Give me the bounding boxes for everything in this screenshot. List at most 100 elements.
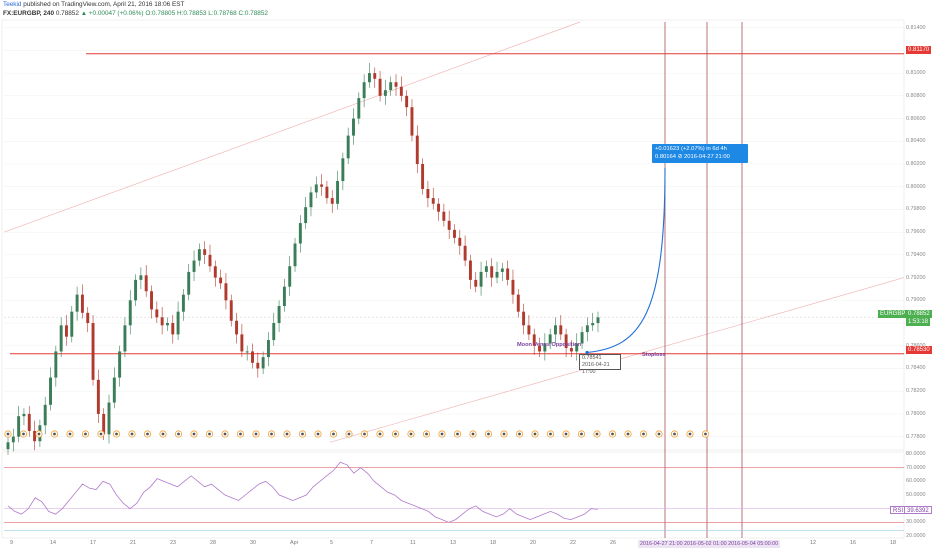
candle-body — [463, 245, 467, 261]
event-marker-dot — [626, 432, 630, 436]
event-marker-dot — [146, 432, 149, 436]
measure-change: +0.01623 (+2.07%) in 6d 4h — [655, 146, 727, 152]
candle-body — [266, 340, 270, 358]
candle-body — [91, 323, 95, 380]
rsi-value-tag: 39.6392 — [904, 506, 932, 514]
candle-body — [453, 229, 456, 238]
measure-label[interactable]: +0.01623 (+2.07%) in 6d 4h 0.80164 ⊘ 201… — [652, 144, 748, 163]
event-marker-dot — [37, 432, 41, 436]
candle-body — [341, 158, 345, 182]
candle-body — [511, 279, 515, 295]
event-marker-dot — [208, 432, 211, 436]
candle-body — [293, 243, 297, 267]
last-price: 0.78852 — [55, 10, 79, 17]
candle-body — [229, 300, 233, 321]
price-tick-label: 0.80400 — [906, 138, 926, 145]
candle-body — [468, 260, 472, 280]
author-link[interactable]: Teekid — [3, 1, 22, 8]
candle-body — [181, 294, 185, 312]
chart-header: Teekid published on TradingView.com, Apr… — [0, 0, 932, 20]
event-marker-dot — [99, 432, 103, 436]
candle-body — [86, 312, 90, 324]
low-price: 0.78541 — [582, 355, 602, 361]
candle-body — [22, 413, 26, 417]
candle-body — [431, 198, 435, 204]
price-tick-label: 0.80200 — [906, 161, 926, 167]
event-marker-dot — [270, 432, 273, 436]
candle-body — [213, 266, 217, 278]
event-marker-dot — [301, 432, 304, 436]
candle-body — [479, 271, 483, 287]
candle-body — [192, 260, 196, 272]
event-marker-dot — [595, 432, 599, 436]
event-marker-dot — [53, 432, 56, 436]
stoploss-annotation[interactable]: Stoploss — [642, 352, 666, 358]
candle-body — [378, 78, 382, 96]
candle-body — [357, 98, 361, 119]
event-marker-dot — [673, 432, 676, 436]
event-annotation[interactable]: Moon Venus Opposition — [517, 342, 582, 348]
candle-body — [314, 184, 318, 193]
candle-body — [554, 325, 557, 335]
price-tick-label: 0.80800 — [906, 92, 926, 99]
candle-body — [96, 379, 100, 414]
rsi-tick-label: 30.0000 — [906, 519, 926, 526]
candle-body — [219, 277, 223, 284]
candle-body — [367, 73, 371, 83]
candle-body — [261, 357, 265, 369]
candle-body — [144, 275, 148, 292]
price-tick-label: 0.79800 — [906, 206, 926, 213]
candle-body — [580, 332, 584, 344]
time-tick-label: Apr — [290, 540, 299, 546]
candle-body — [298, 223, 302, 244]
time-tick-label: 20 — [530, 540, 536, 546]
candle-body — [399, 86, 403, 96]
time-tick-label: 12 — [810, 540, 816, 546]
time-tick-label: 16 — [850, 540, 856, 546]
resistance-price-tag: 0.81170 — [906, 46, 932, 54]
event-marker-dot — [68, 432, 72, 436]
rsi-line — [7, 461, 599, 523]
candle-body — [596, 317, 600, 324]
time-tick-label: 18 — [490, 540, 496, 546]
candle-body — [272, 323, 276, 341]
symbol-label[interactable]: FX:EURGBP, 240 — [3, 10, 55, 17]
candle-body — [27, 413, 31, 431]
event-marker-dot — [688, 432, 692, 436]
projection-curve — [585, 168, 666, 355]
candle-body — [240, 334, 244, 352]
event-marker-dot — [254, 432, 258, 436]
candle-body — [235, 320, 239, 335]
symbol-line: FX:EURGBP, 240 0.78852 ▲ +0.00047 (+0.06… — [3, 9, 932, 18]
projection-arc — [586, 168, 666, 354]
candle-body — [171, 323, 175, 335]
price-tick-label: 0.79400 — [906, 251, 926, 258]
candle-body — [33, 430, 37, 442]
candlestick-series — [6, 62, 600, 455]
candle-body — [224, 283, 228, 301]
price-tick-label: 0.78000 — [906, 410, 926, 417]
price-tick-label: 0.81400 — [906, 24, 926, 31]
symbol-tag: EURGBP — [878, 310, 908, 318]
time-tick-label: 22 — [570, 540, 576, 546]
time-tick-label: 23 — [170, 540, 176, 546]
candle-body — [437, 203, 441, 212]
event-marker-dot — [130, 432, 134, 436]
event-marker-dot — [471, 432, 475, 436]
event-marker-dot — [394, 432, 397, 436]
candle-body — [102, 413, 106, 435]
event-marker-dot — [6, 432, 10, 436]
projection-start-point — [585, 350, 589, 355]
candle-body — [522, 311, 526, 326]
event-marker-dot — [239, 432, 242, 436]
low-price-box[interactable]: 0.78541 2016-04-21 17:00 — [579, 354, 621, 375]
candle-body — [575, 343, 579, 352]
event-marker-dot — [657, 432, 661, 436]
measure-target: 0.80164 ⊘ 2016-04-27 21:00 — [655, 154, 730, 160]
event-markers — [4, 430, 710, 438]
candle-body — [320, 184, 324, 187]
candle-body — [506, 268, 510, 280]
event-marker-dot — [378, 432, 382, 436]
price-tick-label: 0.78600 — [906, 343, 932, 349]
candle-body — [176, 311, 180, 335]
